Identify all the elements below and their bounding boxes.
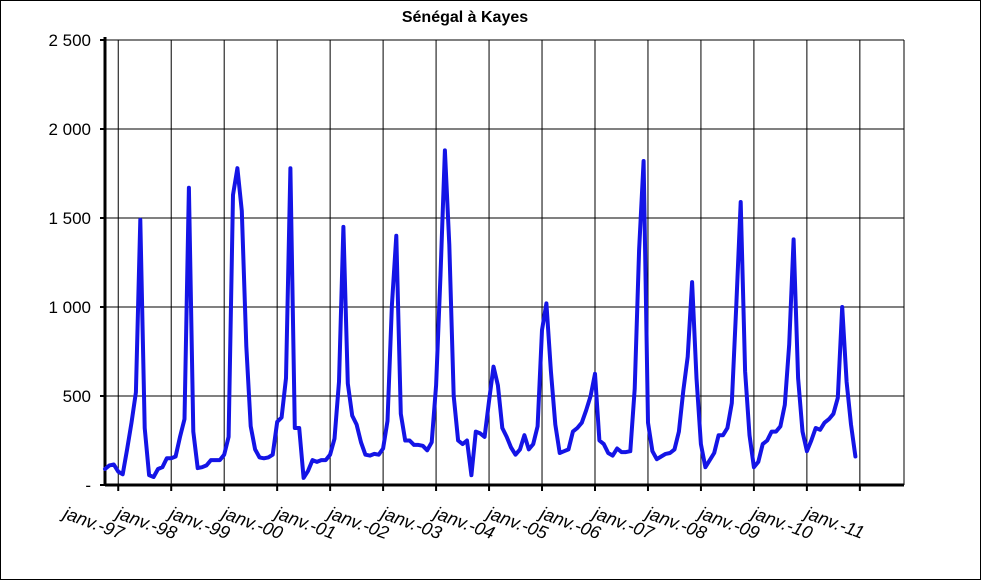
chart-title: Sénégal à Kayes — [402, 9, 528, 26]
gridlines — [105, 39, 905, 485]
x-tick-labels: janv.-97janv.-98janv.-99janv.-00janv.-01… — [58, 502, 867, 544]
axes — [100, 37, 904, 491]
y-tick-label: 500 — [63, 387, 91, 406]
series-lines — [103, 148, 858, 480]
y-tick-labels: - 500 1 000 1 500 2 000 2 500 — [48, 31, 91, 495]
y-tick-label: 1 500 — [48, 209, 91, 228]
y-tick-label: 2 000 — [48, 120, 91, 139]
y-tick-label: 2 500 — [48, 31, 91, 50]
y-tick-label: - — [85, 476, 91, 495]
y-tick-label: 1 000 — [48, 298, 91, 317]
series-line — [103, 148, 858, 480]
